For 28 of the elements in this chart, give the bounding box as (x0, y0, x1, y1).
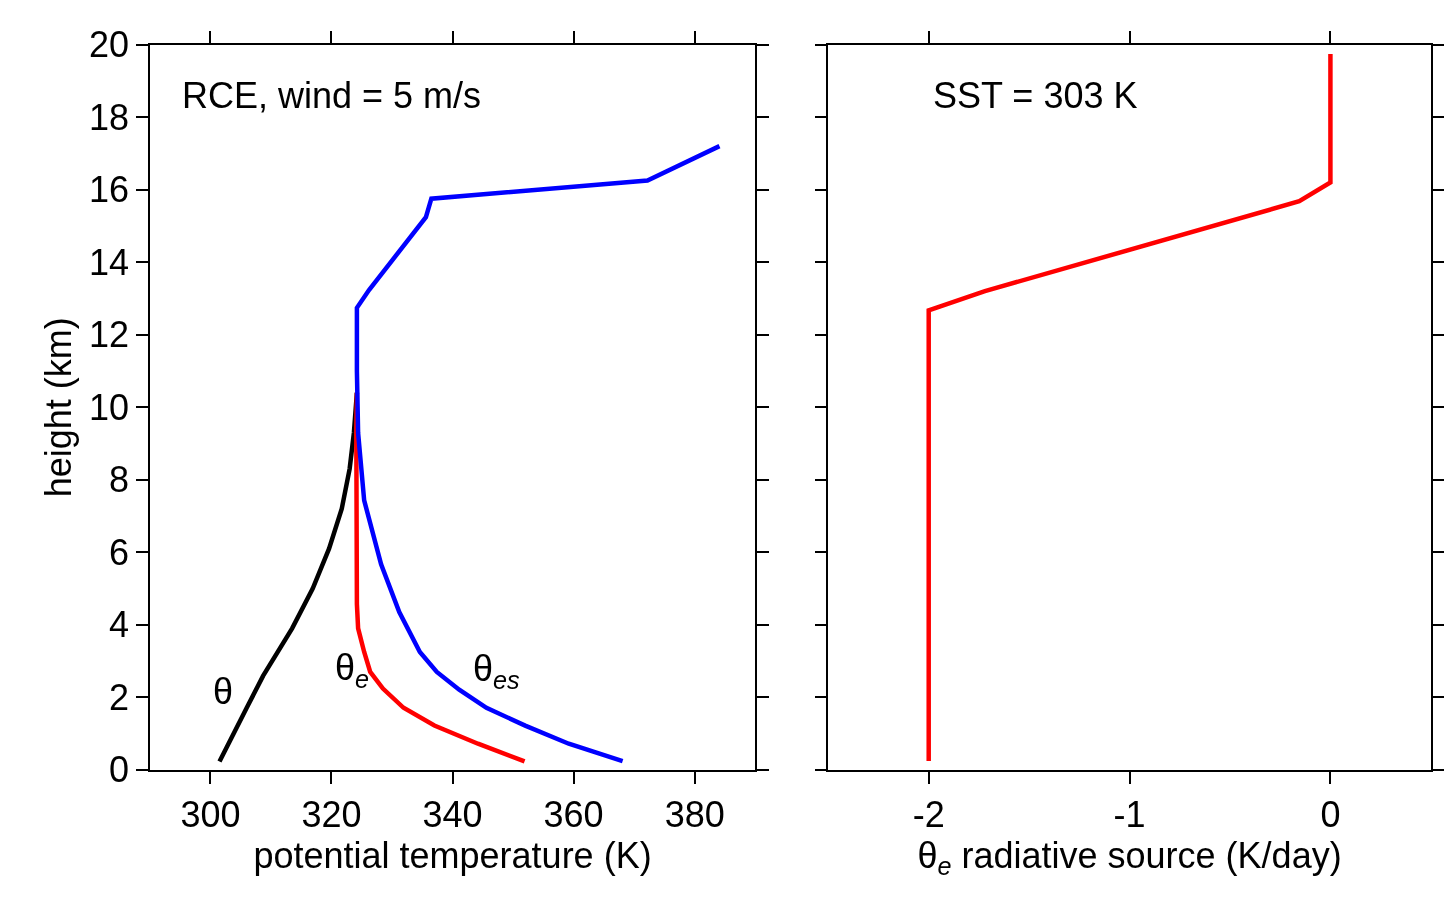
x-axis-title: potential temperature (K) (253, 834, 652, 876)
x-tick-label: 360 (543, 793, 604, 835)
y-tick-label: 2 (108, 676, 129, 718)
x-tick-label: 340 (422, 793, 483, 835)
line-series (354, 143, 722, 764)
x-tick-label: 0 (1320, 793, 1341, 835)
x-tick-label: 320 (301, 793, 362, 835)
y-tick-label: 16 (88, 169, 129, 211)
y-tick-label: 4 (108, 604, 129, 646)
y-axis-title: height (km) (38, 317, 80, 498)
y-tick-label: 10 (88, 386, 129, 428)
annotation: SST = 303 K (933, 75, 1138, 116)
y-tick-label: 6 (108, 531, 129, 573)
x-tick-label: 380 (664, 793, 725, 835)
y-tick-label: 18 (88, 96, 129, 138)
x-tick-label: -2 (912, 793, 945, 835)
x-tick-label: -1 (1113, 793, 1146, 835)
y-tick-label: 20 (88, 24, 129, 66)
y-tick-label: 8 (108, 459, 129, 501)
y-tick-label: 0 (108, 749, 129, 791)
series-label: θ$_{e}$ (335, 647, 370, 693)
x-tick-label: 300 (180, 793, 241, 835)
x-axis-title: θ$_{e}$ radiative source (K/day) (917, 834, 1342, 881)
series-label: θ$_{es}$ (473, 648, 521, 694)
y-tick-label: 14 (88, 241, 129, 283)
y-tick-label: 12 (88, 314, 129, 356)
series-label: θ (213, 671, 234, 712)
annotation: RCE, wind = 5 m/s (182, 75, 482, 116)
